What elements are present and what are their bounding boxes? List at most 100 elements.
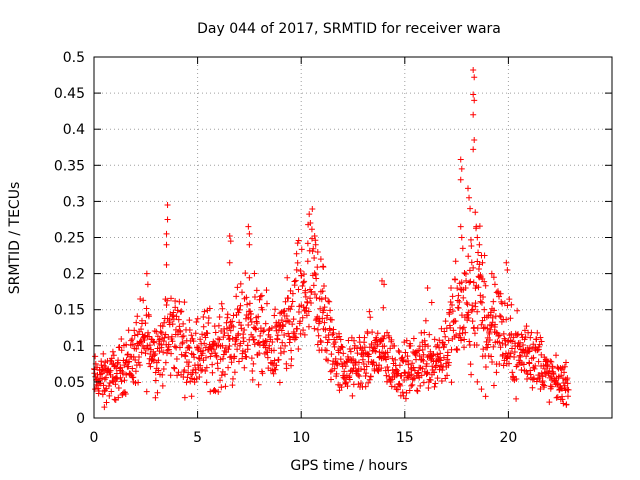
data-point [503, 354, 510, 361]
data-point [478, 386, 485, 393]
data-point [299, 282, 306, 289]
data-point [209, 369, 216, 376]
data-point [537, 334, 544, 341]
data-point [311, 254, 318, 261]
data-point [465, 314, 472, 321]
data-point [174, 372, 181, 379]
data-point [359, 345, 366, 352]
data-point [384, 363, 391, 370]
data-point [218, 372, 225, 379]
data-point [481, 278, 488, 285]
data-point [314, 341, 321, 348]
data-point [455, 305, 462, 312]
data-point [209, 361, 216, 368]
data-point [125, 363, 132, 370]
data-point [235, 358, 242, 365]
data-point [507, 315, 514, 322]
data-point [125, 327, 132, 334]
data-point [168, 333, 175, 340]
data-point [164, 216, 171, 223]
data-point [300, 271, 307, 278]
data-point [293, 266, 300, 273]
data-point [470, 264, 477, 271]
data-point [179, 339, 186, 346]
data-point [300, 279, 307, 286]
data-point [409, 360, 416, 367]
data-point [225, 346, 232, 353]
data-point [401, 377, 408, 384]
data-point [326, 327, 333, 334]
data-point [506, 296, 513, 303]
data-point [490, 382, 497, 389]
data-point [367, 314, 374, 321]
data-point [212, 329, 219, 336]
data-point [312, 241, 319, 248]
data-point [270, 361, 277, 368]
data-point [146, 342, 153, 349]
data-point [452, 276, 459, 283]
data-point [308, 226, 315, 233]
data-point [468, 371, 475, 378]
data-point [127, 370, 134, 377]
data-point [402, 395, 409, 402]
data-point [432, 380, 439, 387]
data-point [284, 317, 291, 324]
data-point [314, 248, 321, 255]
data-point [150, 338, 157, 345]
x-tick-label: 15 [396, 430, 414, 446]
data-point [289, 298, 296, 305]
data-point [475, 249, 482, 256]
data-point [155, 367, 162, 374]
data-point [313, 294, 320, 301]
data-point [322, 326, 329, 333]
data-point [496, 361, 503, 368]
data-point [482, 363, 489, 370]
data-point [126, 358, 133, 365]
data-point [497, 290, 504, 297]
data-point [142, 332, 149, 339]
data-point [204, 330, 211, 337]
data-point [219, 305, 226, 312]
data-point [192, 369, 199, 376]
data-point [95, 385, 102, 392]
data-point [257, 332, 264, 339]
y-tick-label: 0.4 [63, 122, 85, 138]
y-tick-label: 0.35 [54, 158, 85, 174]
data-point [317, 256, 324, 263]
data-point [484, 344, 491, 351]
data-point [177, 308, 184, 315]
data-point [364, 330, 371, 337]
data-point [454, 347, 461, 354]
data-point [229, 335, 236, 342]
data-point [163, 241, 170, 248]
data-point [510, 334, 517, 341]
data-point [544, 361, 551, 368]
data-point [288, 303, 295, 310]
data-point [418, 356, 425, 363]
data-point [225, 364, 232, 371]
data-point [419, 346, 426, 353]
data-point [430, 350, 437, 357]
data-point [421, 329, 428, 336]
data-point [142, 320, 149, 327]
data-point [497, 344, 504, 351]
data-point [164, 347, 171, 354]
data-point [324, 339, 331, 346]
data-point [541, 382, 548, 389]
data-point [440, 354, 447, 361]
data-point [429, 363, 436, 370]
data-point [171, 365, 178, 372]
data-point [424, 285, 431, 292]
data-point [254, 320, 261, 327]
data-point [463, 277, 470, 284]
data-point [368, 340, 375, 347]
data-point [299, 314, 306, 321]
data-point [206, 305, 213, 312]
data-point [469, 302, 476, 309]
data-point [174, 307, 181, 314]
data-point [246, 274, 253, 281]
data-point [346, 346, 353, 353]
data-point [319, 315, 326, 322]
data-point [293, 334, 300, 341]
data-point [135, 359, 142, 366]
